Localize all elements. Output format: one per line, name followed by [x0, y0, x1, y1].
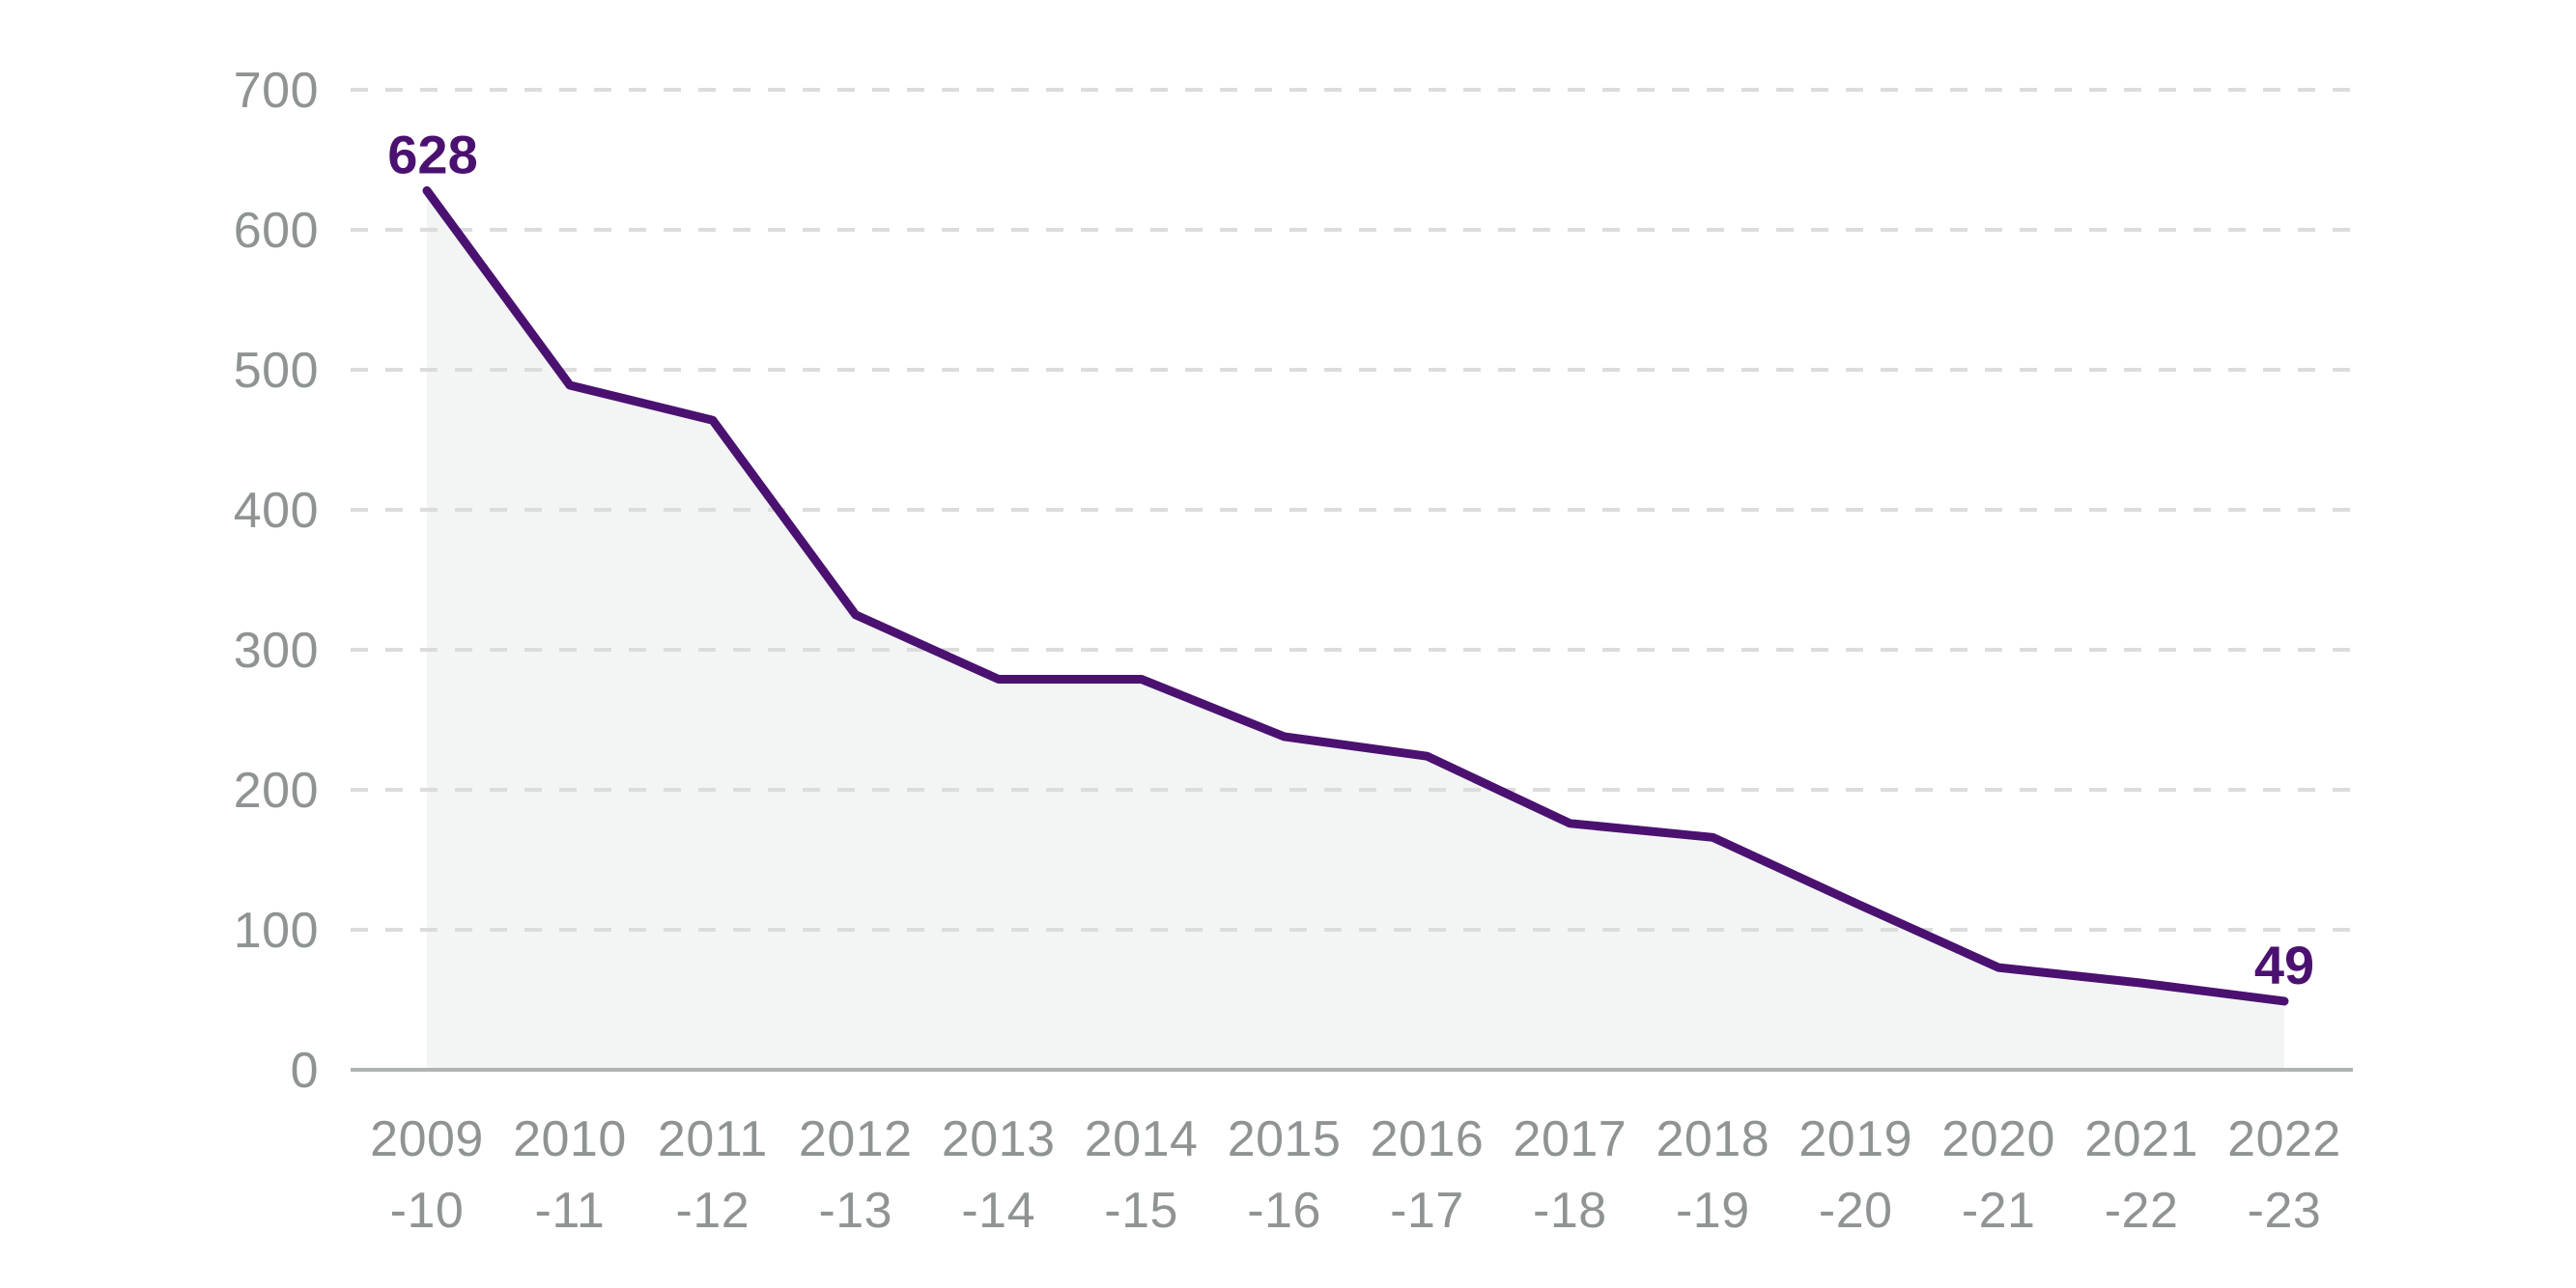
x-tick-sublabel-2015: -16: [1247, 1183, 1321, 1239]
x-tick-sublabel-2013: -14: [961, 1183, 1035, 1239]
x-tick-sublabel-2011: -12: [676, 1183, 750, 1239]
trend-line: [422, 185, 2289, 1006]
y-tick-label-300: 300: [234, 623, 319, 679]
x-tick-label-2016: 2016: [1371, 1111, 1485, 1167]
x-tick-label-2017: 2017: [1514, 1111, 1628, 1167]
x-tick-label-2013: 2013: [942, 1111, 1056, 1167]
x-tick-label-2021: 2021: [2084, 1111, 2198, 1167]
x-tick-label-2009: 2009: [370, 1111, 484, 1167]
y-tick-label-600: 600: [234, 203, 319, 259]
x-tick-label-2022: 2022: [2227, 1111, 2341, 1167]
x-tick-sublabel-2010: -11: [535, 1183, 606, 1239]
y-tick-label-200: 200: [234, 763, 319, 819]
x-tick-label-2019: 2019: [1798, 1111, 1912, 1167]
x-tick-label-2020: 2020: [1941, 1111, 2055, 1167]
x-tick-label-2015: 2015: [1228, 1111, 1342, 1167]
x-tick-sublabel-2014: -15: [1104, 1183, 1178, 1239]
y-tick-label-0: 0: [291, 1043, 319, 1099]
x-tick-sublabel-2017: -18: [1533, 1183, 1607, 1239]
x-tick-label-2014: 2014: [1085, 1111, 1199, 1167]
x-tick-sublabel-2020: -21: [1962, 1183, 2036, 1239]
y-tick-label-500: 500: [234, 343, 319, 399]
x-tick-sublabel-2022: -23: [2248, 1183, 2322, 1239]
x-tick-sublabel-2019: -20: [1819, 1183, 1893, 1239]
x-tick-label-2011: 2011: [658, 1111, 768, 1167]
x-tick-sublabel-2016: -17: [1390, 1183, 1464, 1239]
y-tick-label-400: 400: [234, 483, 319, 539]
x-tick-sublabel-2009: -10: [390, 1183, 465, 1239]
area-fill: [427, 190, 2284, 1070]
x-tick-label-2012: 2012: [799, 1111, 913, 1167]
x-tick-label-2010: 2010: [513, 1111, 627, 1167]
x-tick-sublabel-2018: -19: [1676, 1183, 1750, 1239]
y-tick-label-700: 700: [234, 63, 319, 119]
x-tick-sublabel-2021: -22: [2105, 1183, 2179, 1239]
x-tick-sublabel-2012: -13: [818, 1183, 892, 1239]
last-point-label: 49: [2254, 935, 2314, 995]
first-point-label: 628: [387, 124, 477, 184]
x-tick-label-2018: 2018: [1656, 1111, 1769, 1167]
y-tick-label-100: 100: [234, 903, 319, 959]
